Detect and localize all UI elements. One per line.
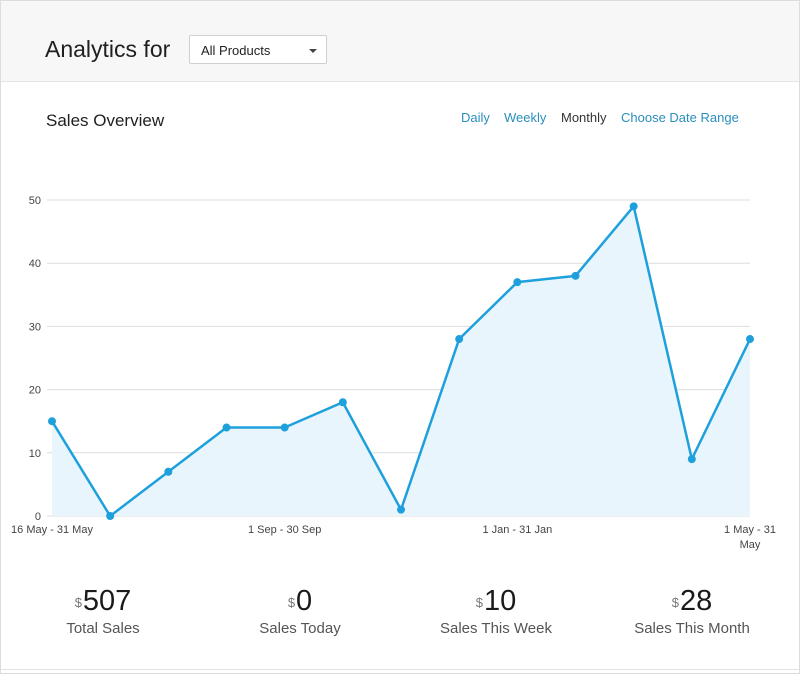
y-tick-label: 20 [29, 385, 41, 397]
data-point [48, 417, 56, 426]
y-tick-label: 50 [29, 195, 41, 207]
range-custom-link[interactable]: Choose Date Range [621, 110, 739, 125]
caret-down-icon [309, 49, 317, 53]
stat-amount: 507 [82, 585, 132, 617]
stat-label: Sales Today [259, 620, 341, 637]
x-tick-label: 1 May - 31 May [724, 524, 776, 551]
y-tick-label: 40 [29, 258, 41, 270]
stat-currency: $ [475, 595, 483, 610]
data-point [338, 398, 347, 407]
stat-value: $10 [406, 584, 586, 618]
data-point [397, 505, 405, 514]
y-tick-label: 10 [29, 448, 41, 460]
page-title: Analytics for [45, 36, 171, 62]
range-daily-link[interactable]: Daily [461, 110, 490, 125]
section-title: Sales Overview [46, 111, 165, 130]
x-tick-label: 1 Sep - 30 Sep [248, 524, 321, 536]
stat-label: Total Sales [66, 620, 140, 637]
stat-value: $507 [13, 584, 193, 618]
stat-sales-month: $28 Sales This Month [602, 584, 782, 637]
data-point [222, 423, 231, 432]
data-point [513, 278, 522, 287]
data-point [629, 202, 638, 211]
x-tick-label: 16 May - 31 May [11, 524, 93, 536]
data-point [164, 467, 173, 476]
stat-label: Sales This Month [634, 620, 750, 637]
stat-sales-week: $10 Sales This Week [406, 584, 586, 637]
stat-currency: $ [671, 595, 679, 610]
data-point [571, 271, 580, 280]
stat-amount: 10 [483, 585, 517, 617]
product-select-value: All Products [201, 43, 271, 58]
area-fill [52, 206, 750, 516]
stat-value: $28 [602, 584, 782, 618]
data-point [106, 512, 115, 520]
data-point [455, 335, 464, 344]
product-select[interactable]: All Products [189, 35, 327, 64]
stat-total-sales: $507 Total Sales [13, 584, 193, 637]
stat-label: Sales This Week [440, 620, 552, 637]
y-tick-label: 0 [35, 511, 41, 523]
analytics-header: Analytics for All Products [1, 1, 799, 82]
range-weekly-link[interactable]: Weekly [504, 110, 547, 125]
y-tick-label: 30 [29, 321, 41, 333]
x-tick-label: 1 Jan - 31 Jan [482, 524, 552, 536]
data-point [746, 335, 754, 344]
data-point [280, 423, 289, 432]
divider [1, 669, 799, 670]
sales-chart: 0 10 20 30 40 50 16 May - 31 May 1 Sep - 30 Sep… [11, 195, 776, 551]
stat-amount: 0 [296, 585, 313, 617]
stat-currency: $ [74, 595, 82, 610]
data-point [687, 455, 696, 464]
stat-currency: $ [287, 595, 296, 610]
stat-sales-today: $0 Sales Today [210, 584, 390, 637]
stat-amount: 28 [679, 585, 713, 617]
stat-value: $0 [210, 584, 390, 618]
range-monthly-link[interactable]: Monthly [561, 110, 607, 125]
